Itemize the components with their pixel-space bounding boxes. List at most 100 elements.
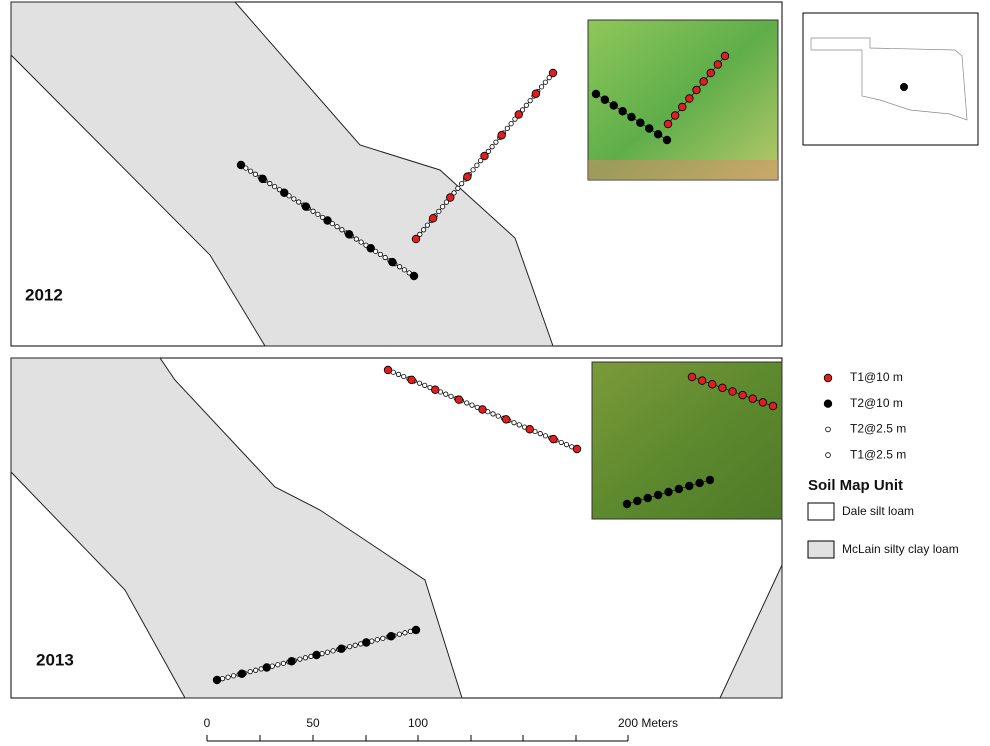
sample-point-small (359, 240, 363, 244)
legend-symbol (824, 400, 832, 408)
legend-label: McLain silty clay loam (842, 542, 959, 556)
sample-point (665, 488, 673, 496)
sample-point (708, 380, 716, 388)
sample-point-small (268, 181, 272, 185)
sample-point-small (353, 643, 357, 647)
sample-point (259, 175, 267, 183)
sample-point-small (281, 661, 285, 665)
legend-symbol (826, 427, 831, 432)
sample-point-small (383, 255, 387, 259)
sample-point (644, 494, 652, 502)
sample-point (664, 120, 672, 128)
sample-point-small (417, 381, 421, 385)
sample-point (288, 657, 296, 665)
sample-point-small (292, 197, 296, 201)
map-figure: 2012 2013 Soil Map Unit Dale silt loam M… (0, 0, 990, 746)
sample-point (601, 96, 609, 104)
sample-point-small (253, 668, 257, 672)
sample-point-small (475, 163, 479, 167)
sample-point (739, 391, 747, 399)
sample-point-small (559, 440, 563, 444)
sample-point-small (272, 184, 276, 188)
sample-point (654, 491, 662, 499)
sample-point-small (354, 237, 358, 241)
sample-point (634, 497, 642, 505)
sample-point (498, 131, 506, 139)
sample-point-small (325, 650, 329, 654)
sample-point-small (449, 394, 453, 398)
sample-point-small (490, 145, 494, 149)
sample-point-small (459, 181, 463, 185)
sample-point (707, 69, 715, 77)
sample-point (714, 61, 722, 69)
sample-point (686, 95, 694, 103)
panel-2012: 2012 (11, 2, 782, 346)
legend-symbol (826, 453, 831, 458)
sample-point-small (538, 431, 542, 435)
sample-point-small (524, 103, 528, 107)
sample-point (592, 90, 600, 98)
sample-point-small (347, 644, 351, 648)
sample-point-small (226, 675, 230, 679)
locator-map (803, 13, 978, 145)
sample-point-small (509, 122, 513, 126)
legend-label: T1@2.5 m (850, 447, 906, 461)
sample-point (345, 231, 353, 239)
sample-point-small (539, 85, 543, 89)
scale-bar: 050100200 Meters (204, 716, 678, 741)
sample-point-small (564, 442, 568, 446)
sample-point-small (402, 268, 406, 272)
legend-symbol (824, 374, 832, 382)
sample-point (623, 500, 631, 508)
sample-point (338, 645, 346, 653)
sample-point (749, 395, 757, 403)
sample-point-small (296, 200, 300, 204)
sample-point (213, 676, 221, 684)
sample-point-small (397, 265, 401, 269)
sample-point-small (378, 252, 382, 256)
sample-point-small (528, 98, 532, 102)
sample-point-small (543, 80, 547, 84)
scale-label: 100 (408, 716, 428, 730)
sample-point-small (340, 228, 344, 232)
sample-point (610, 102, 618, 110)
sample-point (412, 235, 420, 243)
sample-point-small (512, 420, 516, 424)
sample-point (515, 111, 523, 119)
legend-swatch (808, 541, 834, 558)
sample-point-small (456, 186, 460, 190)
sample-point (237, 161, 245, 169)
sample-point (302, 203, 310, 211)
sample-point (280, 189, 288, 197)
sample-point (637, 119, 645, 127)
sample-point (455, 396, 463, 404)
sample-point (663, 136, 671, 144)
sample-point (367, 244, 375, 252)
sample-point (313, 651, 321, 659)
panel-2013: 2013 (11, 358, 782, 698)
sample-point (431, 386, 439, 394)
sample-point (628, 113, 636, 121)
sample-point (700, 78, 708, 86)
sample-point (384, 366, 392, 374)
sample-point-small (276, 663, 280, 667)
sample-point (759, 399, 767, 407)
sample-point-small (543, 434, 547, 438)
sample-point-small (253, 172, 257, 176)
sample-point (446, 194, 454, 202)
inset-image-edge (588, 160, 778, 180)
sample-point-small (381, 636, 385, 640)
sample-point (387, 632, 395, 640)
sample-point-small (303, 656, 307, 660)
sample-point-small (375, 638, 379, 642)
sample-point (698, 377, 706, 385)
sample-point-small (423, 383, 427, 387)
sample-point (479, 406, 487, 414)
sample-point-small (402, 374, 406, 378)
inset-image (592, 362, 782, 519)
legend-swatch (808, 503, 834, 520)
sample-point-small (444, 392, 448, 396)
panel-label: 2013 (36, 650, 74, 669)
sample-point (693, 86, 701, 94)
sample-point (645, 125, 653, 133)
